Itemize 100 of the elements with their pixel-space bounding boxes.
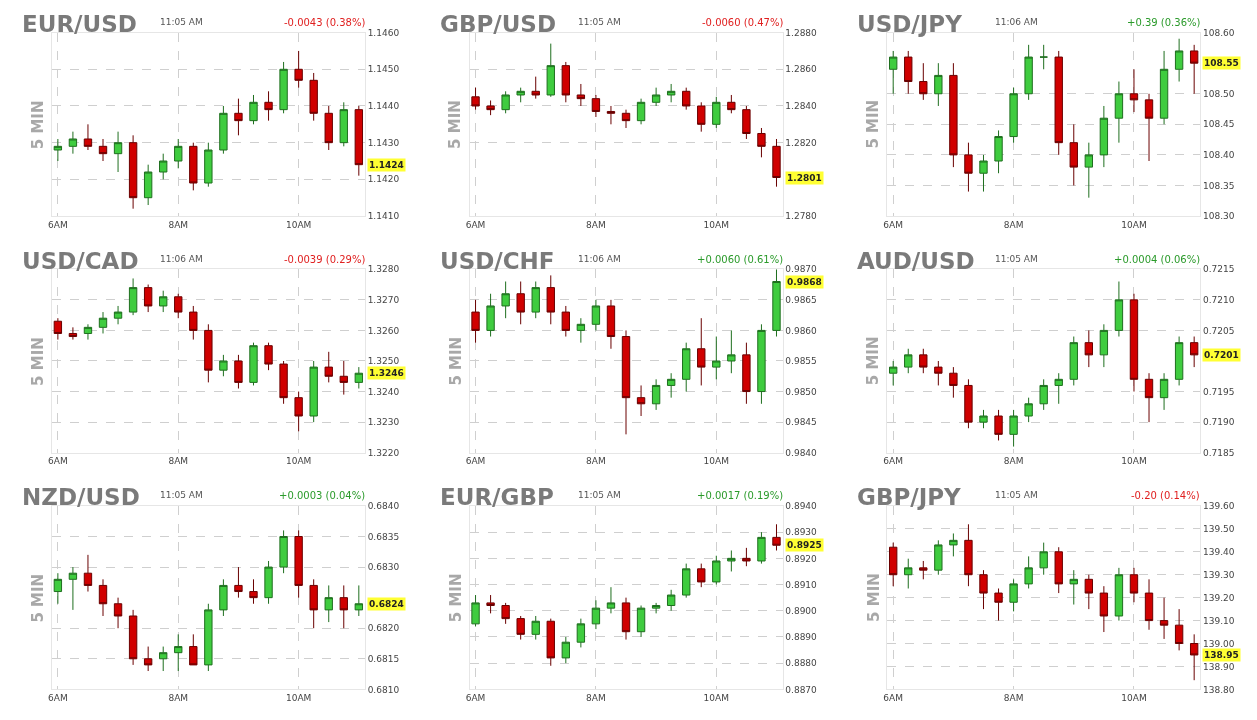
chart-title: EUR/USD: [22, 11, 137, 37]
candlestick: [339, 584, 348, 629]
candlestick: [546, 274, 555, 325]
x-tick-label: 6AM: [883, 456, 904, 467]
candlestick: [606, 105, 616, 125]
y-tick-label: 1.3240: [367, 386, 400, 397]
candlestick: [889, 542, 898, 587]
y-tick-label: 0.9870: [785, 264, 818, 275]
chart-subtitle: 11:06 AM: [578, 254, 621, 264]
candlestick: [309, 360, 318, 423]
candlestick: [516, 281, 525, 325]
y-tick-label: 0.6835: [367, 531, 400, 542]
y-tick-label: 108.60: [1202, 27, 1235, 38]
y-tick-label: 108.40: [1202, 150, 1235, 161]
candlestick: [576, 83, 586, 107]
candlestick: [1039, 378, 1048, 411]
y-tick-label: 138.90: [1202, 661, 1235, 672]
candlestick: [128, 277, 138, 316]
candlestick: [934, 62, 943, 107]
candlestick: [294, 391, 303, 432]
y-tick-label: 0.8910: [785, 579, 818, 590]
candlestick: [591, 94, 601, 118]
candlestick: [501, 602, 510, 625]
y-tick-label: 1.1420: [367, 174, 400, 185]
candlestick: [591, 599, 601, 630]
y-tick-label: 108.45: [1202, 119, 1235, 130]
y-tick-label: 0.8890: [785, 632, 818, 643]
candlestick: [546, 618, 555, 667]
y-tick-label: 1.3220: [367, 447, 400, 458]
y-tick-label: 108.30: [1202, 211, 1235, 222]
y-tick-label: 139.50: [1202, 524, 1235, 535]
candlestick: [742, 342, 751, 405]
y-tick-label: 1.1440: [367, 101, 400, 112]
candlestick: [994, 129, 1003, 174]
candlestick: [772, 138, 781, 188]
candlestick: [919, 62, 928, 101]
y-tick-label: 1.1450: [367, 64, 400, 75]
y-tick-label: 0.7185: [1202, 447, 1235, 458]
candlestick: [189, 305, 198, 341]
y-tick-label: 0.6840: [367, 501, 400, 512]
candlestick: [1144, 578, 1154, 631]
x-tick-label: 6AM: [48, 456, 68, 467]
y-tick-label: 0.8940: [785, 501, 818, 512]
x-tick-label: 10AM: [285, 219, 312, 230]
candlestick: [949, 532, 958, 557]
candlestick: [309, 578, 318, 629]
x-tick-label: 8AM: [1003, 693, 1024, 704]
y-tick-label: 0.8900: [785, 605, 818, 616]
candlestick: [904, 558, 913, 589]
chart-title: NZD/USD: [22, 484, 140, 510]
candlestick: [68, 131, 78, 155]
y-tick-label: 0.6820: [367, 623, 400, 634]
candlestick: [591, 299, 601, 331]
x-tick-label: 10AM: [1121, 693, 1147, 704]
y-tick-label: 0.9850: [785, 386, 818, 397]
candlestick: [994, 587, 1003, 622]
candlestick: [651, 378, 661, 411]
y-axis-title: 5 MIN: [864, 573, 883, 622]
candlestick: [516, 615, 525, 641]
x-tick-label: 10AM: [1121, 456, 1147, 467]
candlestick: [1069, 123, 1078, 186]
candlestick: [83, 554, 93, 593]
candlestick: [279, 529, 288, 574]
candlestick: [1174, 608, 1184, 651]
text: -0.20 (0.14%): [1131, 490, 1200, 501]
candlestick: [1099, 585, 1109, 633]
candlestick: [1129, 68, 1139, 113]
candlestick: [682, 563, 691, 599]
candlestick: [98, 138, 108, 162]
y-tick-label: 0.8930: [785, 527, 818, 538]
text: -0.0043 (0.38%): [284, 17, 366, 28]
chart-title: USD/CHF: [440, 248, 555, 274]
chart-subtitle: 11:05 AM: [995, 490, 1038, 500]
candlestick: [636, 605, 646, 638]
candlestick: [159, 153, 168, 180]
candlestick: [682, 342, 691, 393]
candlestick: [189, 142, 198, 191]
candlestick: [1024, 397, 1033, 423]
candlestick: [621, 597, 631, 641]
annotation: 138.95: [1204, 650, 1239, 660]
chart-subtitle: 11:05 AM: [160, 17, 203, 27]
x-tick-label: 6AM: [465, 219, 486, 230]
candlestick: [1009, 87, 1018, 144]
candlestick: [1009, 409, 1018, 448]
x-tick-label: 10AM: [285, 693, 312, 704]
annotation: 1.1424: [369, 160, 404, 170]
y-tick-label: 0.9840: [785, 447, 818, 458]
candlestick: [354, 105, 364, 177]
candlestick: [666, 589, 676, 612]
y-tick-label: 1.2780: [785, 211, 818, 222]
candlestick: [486, 99, 495, 116]
candlestick: [324, 351, 333, 383]
candlestick: [204, 323, 213, 383]
text: +0.39 (0.36%): [1127, 17, 1201, 28]
y-tick-label: 0.7215: [1202, 264, 1235, 275]
candlestick: [83, 323, 93, 341]
candlestick: [561, 61, 570, 103]
candlestick: [1054, 50, 1063, 156]
candlestick: [1054, 546, 1063, 594]
y-tick-label: 0.6815: [367, 653, 400, 664]
